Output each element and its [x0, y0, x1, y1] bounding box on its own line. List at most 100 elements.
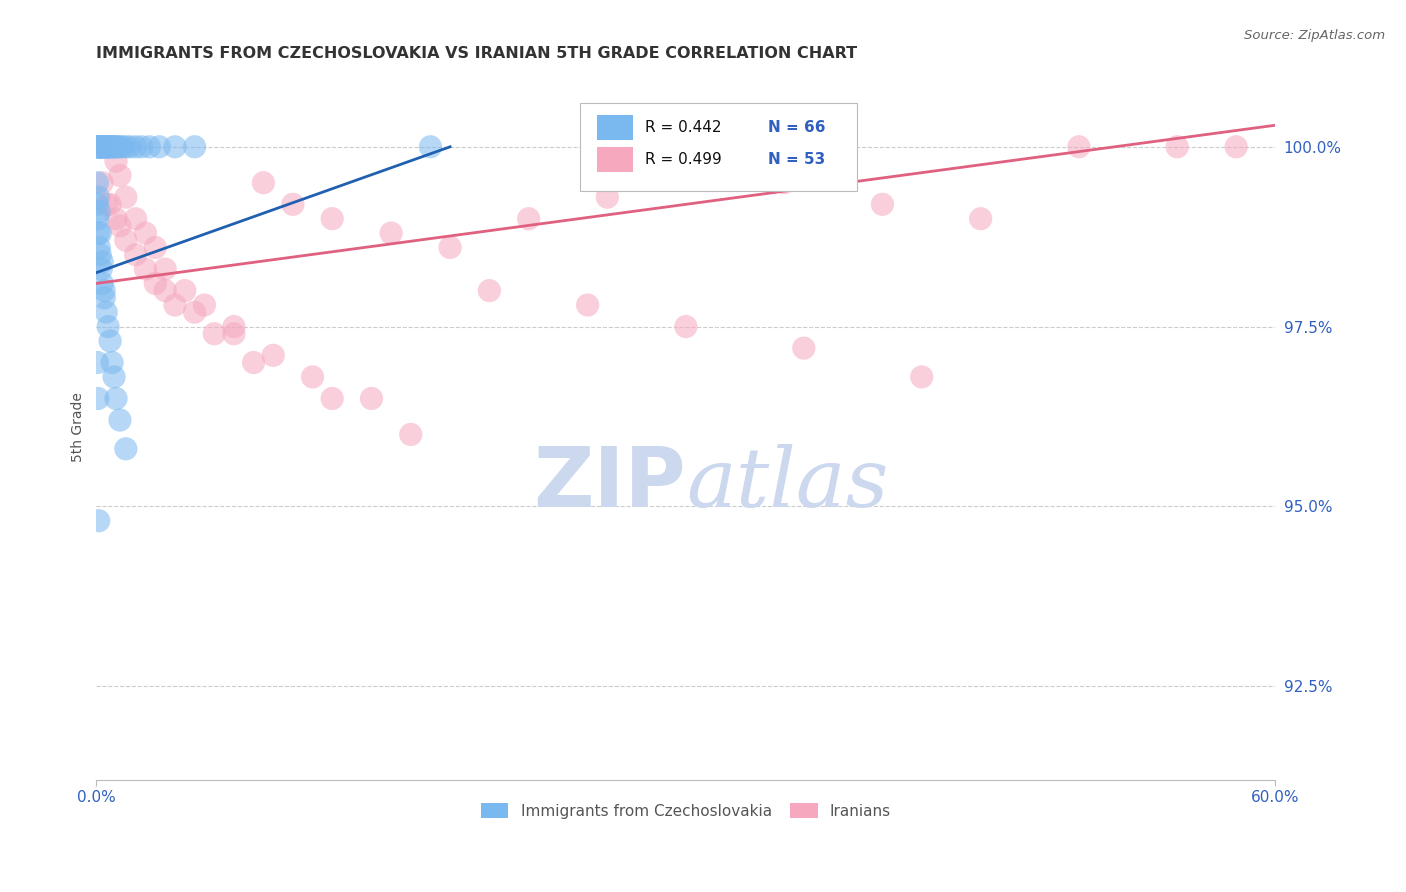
Point [91, 140, 114, 154]
Point [321, 392, 343, 406]
Point [98, 197, 121, 211]
Point [93, 291, 115, 305]
Point [89, 140, 111, 154]
Text: ZIP: ZIP [533, 443, 686, 524]
Point [91, 277, 114, 291]
Point [89, 204, 111, 219]
Point [222, 319, 245, 334]
Point [89, 247, 111, 261]
Legend: Immigrants from Czechoslovakia, Iranians: Immigrants from Czechoslovakia, Iranians [475, 797, 897, 825]
Point [124, 140, 146, 154]
Point [576, 298, 599, 312]
Point [183, 140, 205, 154]
Text: R = 0.442: R = 0.442 [644, 120, 721, 136]
Point [87, 392, 110, 406]
Point [90, 140, 112, 154]
Point [87, 211, 110, 226]
Point [94, 140, 117, 154]
Point [103, 140, 125, 154]
Point [321, 211, 343, 226]
Point [281, 197, 304, 211]
Point [101, 355, 124, 369]
Point [91, 140, 114, 154]
Point [96, 140, 118, 154]
Point [114, 140, 136, 154]
Point [87, 190, 110, 204]
Point [98, 140, 121, 154]
Point [183, 305, 205, 319]
Point [87, 140, 110, 154]
Point [108, 413, 131, 427]
Point [98, 334, 121, 348]
Point [252, 176, 274, 190]
Point [97, 319, 120, 334]
Point [242, 355, 264, 369]
Point [90, 140, 112, 154]
Point [124, 247, 146, 261]
Point [89, 240, 111, 254]
Y-axis label: 5th Grade: 5th Grade [72, 392, 86, 462]
Point [103, 370, 125, 384]
Point [114, 442, 136, 456]
Point [87, 514, 110, 528]
Point [89, 140, 111, 154]
Point [419, 140, 441, 154]
Point [173, 284, 195, 298]
Point [96, 140, 118, 154]
Text: N = 66: N = 66 [769, 120, 825, 136]
Point [114, 190, 136, 204]
Point [301, 370, 323, 384]
Point [86, 140, 108, 154]
Point [89, 140, 111, 154]
Point [134, 226, 156, 240]
Point [138, 140, 160, 154]
Point [100, 140, 122, 154]
Point [107, 140, 129, 154]
Point [111, 140, 134, 154]
Point [163, 140, 186, 154]
Point [87, 226, 110, 240]
Point [96, 305, 118, 319]
Point [114, 233, 136, 247]
Point [108, 169, 131, 183]
Point [93, 140, 115, 154]
Text: N = 53: N = 53 [769, 152, 825, 167]
Point [131, 140, 153, 154]
Point [108, 140, 131, 154]
Point [101, 140, 124, 154]
FancyBboxPatch shape [579, 103, 856, 191]
Point [153, 262, 176, 277]
Point [1067, 140, 1090, 154]
Point [91, 140, 114, 154]
Point [193, 298, 215, 312]
Point [98, 140, 121, 154]
Point [90, 262, 112, 277]
Point [202, 326, 225, 341]
Point [143, 277, 166, 291]
Point [1225, 140, 1247, 154]
Point [96, 140, 118, 154]
Point [86, 355, 108, 369]
Point [89, 140, 111, 154]
FancyBboxPatch shape [598, 147, 633, 172]
Point [872, 197, 894, 211]
Point [101, 140, 124, 154]
Point [87, 140, 110, 154]
Point [91, 140, 114, 154]
Point [105, 392, 128, 406]
Point [478, 284, 501, 298]
Point [86, 197, 108, 211]
Point [91, 255, 114, 269]
Point [675, 319, 697, 334]
Point [96, 140, 118, 154]
Point [969, 211, 991, 226]
Point [153, 284, 176, 298]
Point [105, 140, 128, 154]
Point [96, 197, 118, 211]
Point [163, 298, 186, 312]
Point [134, 262, 156, 277]
Point [89, 226, 111, 240]
Point [439, 240, 461, 254]
Point [89, 140, 111, 154]
Point [380, 226, 402, 240]
